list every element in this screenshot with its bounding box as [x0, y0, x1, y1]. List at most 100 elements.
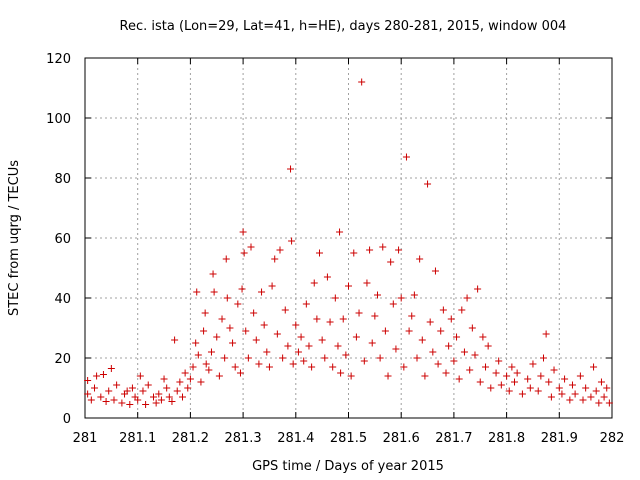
- data-point: [600, 393, 608, 401]
- data-point: [389, 300, 397, 308]
- data-point: [392, 345, 400, 353]
- data-point: [142, 401, 150, 408]
- x-tick-label: 282: [600, 431, 625, 446]
- x-tick-label: 281.6: [383, 431, 420, 446]
- data-point: [518, 390, 526, 398]
- data-point: [157, 396, 165, 404]
- data-point: [313, 315, 321, 323]
- data-point: [555, 384, 563, 392]
- data-point: [234, 300, 242, 308]
- data-point: [352, 333, 360, 341]
- data-point: [439, 306, 447, 314]
- data-point: [240, 249, 248, 257]
- data-point: [366, 246, 374, 254]
- data-point: [284, 342, 292, 350]
- data-point: [205, 366, 213, 374]
- data-point: [271, 255, 279, 263]
- grid-lines: [85, 58, 612, 418]
- data-point: [238, 285, 246, 293]
- data-point: [239, 228, 247, 236]
- data-point: [397, 294, 405, 302]
- x-tick-label: 281.3: [224, 431, 261, 446]
- data-points: [84, 78, 613, 408]
- data-point: [592, 387, 600, 395]
- chart-title: Rec. ista (Lon=29, Lat=41, h=HE), days 2…: [120, 19, 567, 34]
- data-point: [339, 315, 347, 323]
- data-point: [213, 333, 221, 341]
- data-point: [150, 393, 158, 401]
- data-point: [128, 384, 136, 392]
- data-point: [281, 306, 289, 314]
- data-point: [511, 378, 519, 386]
- data-point: [437, 327, 445, 335]
- data-point: [418, 336, 426, 344]
- data-point: [292, 321, 300, 329]
- data-point: [526, 384, 534, 392]
- data-point: [207, 348, 215, 356]
- data-point: [395, 246, 403, 254]
- x-tick-label: 281.1: [119, 431, 156, 446]
- data-point: [597, 378, 605, 386]
- data-point: [329, 363, 337, 371]
- data-point: [450, 357, 458, 365]
- data-point: [308, 363, 316, 371]
- data-point: [431, 267, 439, 275]
- data-point: [402, 153, 410, 161]
- data-point: [503, 372, 511, 380]
- data-point: [371, 312, 379, 320]
- data-point: [134, 396, 142, 404]
- y-axis-title: STEC from uqrg / TECUs: [7, 160, 22, 316]
- data-point: [102, 398, 110, 405]
- data-point: [342, 351, 350, 359]
- data-point: [545, 378, 553, 386]
- data-point: [90, 384, 98, 392]
- data-point: [215, 372, 223, 380]
- data-point: [229, 339, 237, 347]
- data-point: [487, 384, 495, 392]
- data-point: [192, 339, 200, 347]
- data-point: [442, 369, 450, 377]
- data-point: [152, 399, 160, 407]
- data-point: [484, 342, 492, 350]
- data-point: [426, 318, 434, 326]
- data-point: [347, 372, 355, 380]
- data-point: [337, 369, 345, 377]
- data-point: [529, 360, 537, 368]
- data-point: [226, 324, 234, 332]
- data-point: [231, 363, 239, 371]
- data-point: [590, 363, 598, 371]
- data-point: [268, 282, 276, 290]
- x-axis-title: GPS time / Days of year 2015: [252, 459, 444, 474]
- x-tick-label: 281.4: [277, 431, 314, 446]
- data-point: [579, 396, 587, 404]
- data-point: [173, 387, 181, 395]
- data-point: [276, 246, 284, 254]
- data-point: [458, 306, 466, 314]
- axis-ticks: [84, 57, 613, 419]
- data-point: [537, 372, 545, 380]
- data-point: [110, 396, 118, 404]
- data-point: [210, 288, 218, 296]
- data-point: [99, 371, 107, 378]
- y-tick-label: 100: [46, 112, 71, 127]
- data-point: [84, 377, 92, 384]
- data-point: [287, 165, 295, 173]
- data-point: [429, 348, 437, 356]
- data-point: [468, 324, 476, 332]
- data-point: [171, 336, 179, 344]
- data-point: [297, 333, 305, 341]
- data-point: [126, 401, 134, 408]
- x-tick-label: 281.8: [488, 431, 525, 446]
- data-point: [252, 336, 260, 344]
- data-point: [505, 387, 513, 395]
- data-point: [547, 393, 555, 401]
- data-point: [424, 180, 432, 188]
- y-tick-label: 0: [63, 412, 71, 427]
- data-point: [288, 237, 296, 245]
- data-point: [368, 339, 376, 347]
- data-point: [105, 387, 113, 395]
- data-point: [305, 342, 313, 350]
- data-point: [434, 360, 442, 368]
- data-point: [495, 357, 503, 365]
